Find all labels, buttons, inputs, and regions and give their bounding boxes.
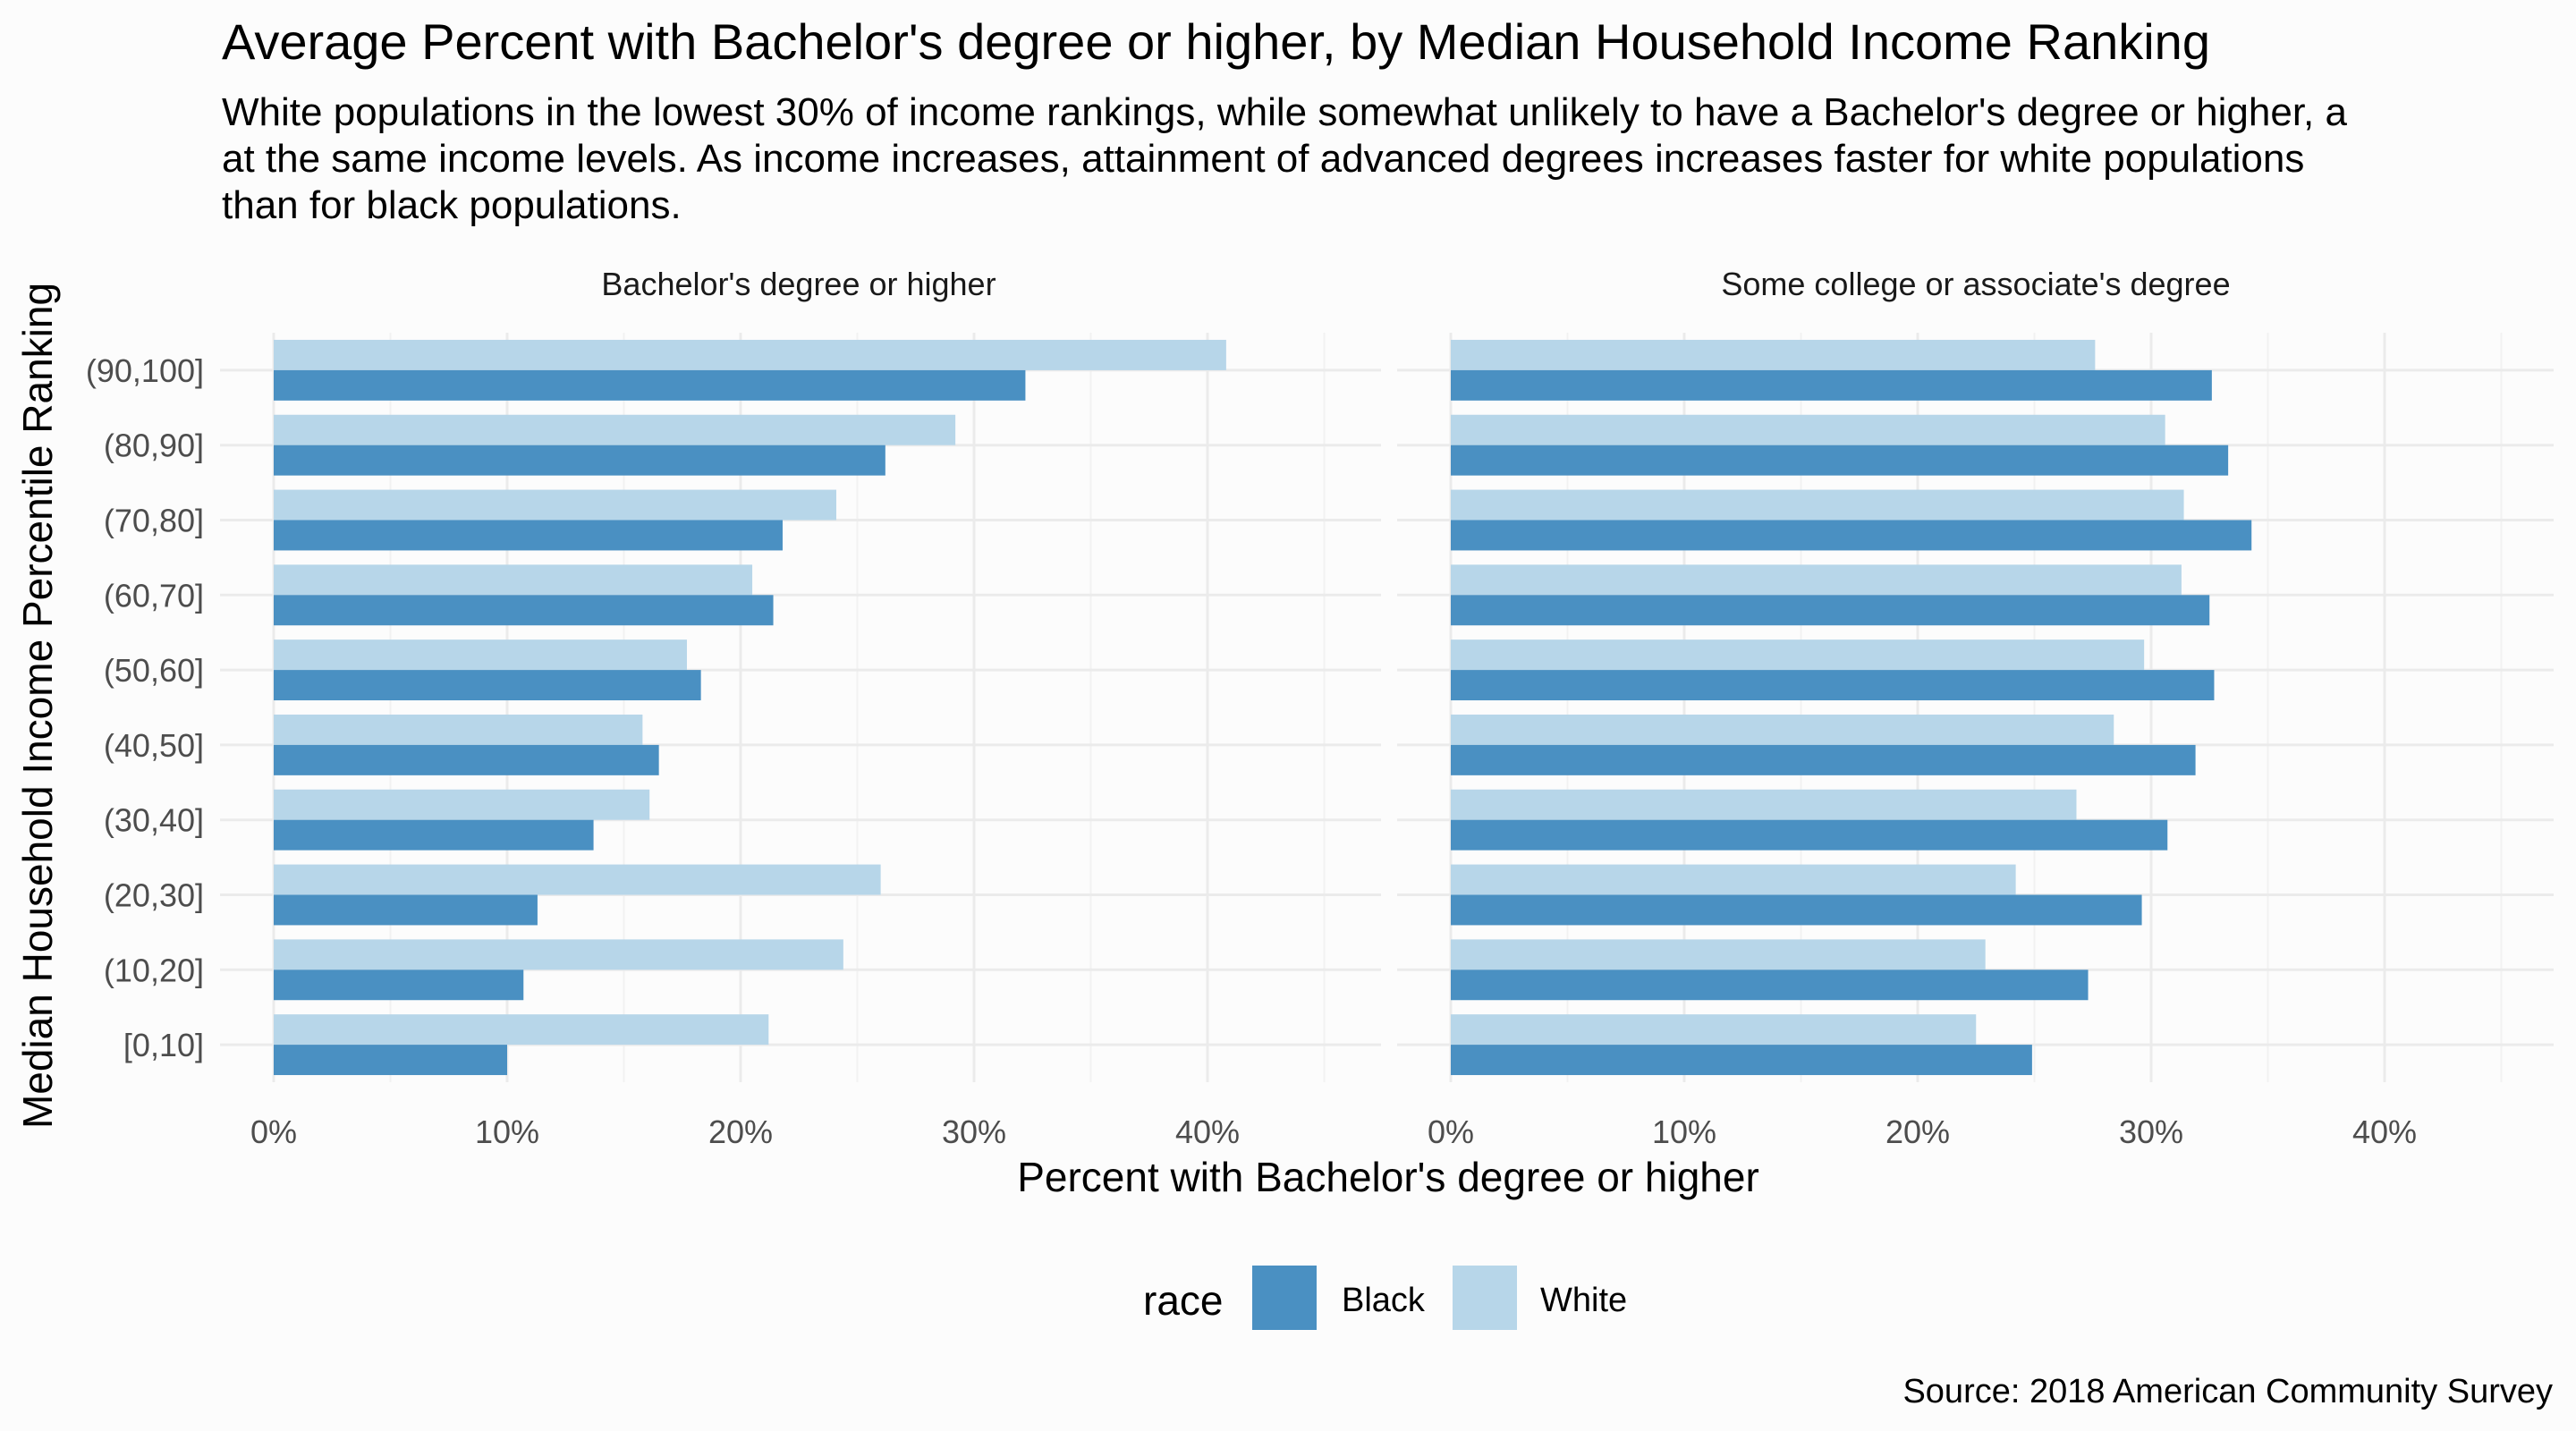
bar-white-90-100 <box>1451 339 2096 370</box>
legend-key-black <box>1252 1266 1317 1330</box>
x-tick-label: 30% <box>2119 1113 2183 1150</box>
bar-black-20-30 <box>1451 894 2142 926</box>
y-tick-label: (60,70] <box>104 577 204 614</box>
bar-white-10-20 <box>1451 939 1986 970</box>
bar-black-20-30 <box>274 894 538 926</box>
bar-white-40-50 <box>274 714 643 745</box>
bar-white-50-60 <box>1451 639 2145 671</box>
panel-title: Bachelor's degree or higher <box>601 266 996 302</box>
x-tick-label: 0% <box>1428 1113 1474 1150</box>
x-tick-label: 20% <box>1885 1113 1950 1150</box>
bar-black-90-100 <box>274 369 1026 401</box>
bar-white-0-10 <box>1451 1014 1977 1046</box>
bar-black-50-60 <box>274 670 701 701</box>
bar-black-60-70 <box>1451 595 2210 626</box>
y-tick-label: (40,50] <box>104 727 204 764</box>
x-tick-label: 10% <box>1652 1113 1716 1150</box>
bar-black-60-70 <box>274 595 774 626</box>
x-tick-label: 30% <box>942 1113 1006 1150</box>
chart-subtitle-line-1: White populations in the lowest 30% of i… <box>222 90 2347 134</box>
bar-black-10-20 <box>1451 970 2089 1001</box>
x-tick-label: 40% <box>1175 1113 1240 1150</box>
bar-white-10-20 <box>274 939 843 970</box>
y-tick-label: [0,10] <box>123 1027 204 1063</box>
y-tick-label: (10,20] <box>104 952 204 988</box>
y-axis-title: Median Household Income Percentile Ranki… <box>14 283 61 1129</box>
bar-white-60-70 <box>1451 564 2182 596</box>
bar-white-70-80 <box>1451 489 2184 521</box>
bar-white-60-70 <box>274 564 753 596</box>
bar-white-30-40 <box>1451 789 2077 820</box>
x-axis-title: Percent with Bachelor's degree or higher <box>1017 1154 1759 1200</box>
chart-title: Average Percent with Bachelor's degree o… <box>222 13 2210 70</box>
bar-black-50-60 <box>1451 670 2215 701</box>
legend: race Black White <box>1143 1266 1627 1330</box>
legend-label-black: Black <box>1342 1282 1426 1319</box>
x-tick-label: 40% <box>2352 1113 2417 1150</box>
bar-black-70-80 <box>274 520 783 551</box>
chart-subtitle-line-3: than for black populations. <box>222 183 682 227</box>
y-tick-label: (20,30] <box>104 877 204 914</box>
bar-black-80-90 <box>274 445 886 476</box>
bar-white-70-80 <box>274 489 837 521</box>
bar-black-80-90 <box>1451 445 2229 476</box>
bar-black-90-100 <box>1451 369 2212 401</box>
x-tick-label: 20% <box>708 1113 773 1150</box>
y-tick-label: (50,60] <box>104 652 204 689</box>
bar-white-0-10 <box>274 1014 769 1046</box>
bar-black-0-10 <box>274 1045 507 1076</box>
bar-black-30-40 <box>274 819 594 851</box>
bar-black-40-50 <box>1451 744 2196 775</box>
legend-title: race <box>1143 1277 1223 1324</box>
bar-white-50-60 <box>274 639 687 671</box>
chart-panels: Bachelor's degree or higher 0% 10% 20% 30% 40… <box>86 266 2554 1150</box>
bar-black-70-80 <box>1451 520 2252 551</box>
x-tick-label: 10% <box>475 1113 539 1150</box>
panel-title: Some college or associate's degree <box>1721 266 2230 302</box>
x-tick-label: 0% <box>250 1113 297 1150</box>
legend-key-white <box>1453 1266 1517 1330</box>
bar-black-0-10 <box>1451 1045 2032 1076</box>
panel-some-college-or-associate-s-degree: Some college or associate's degree 0% 10% 2… <box>1397 266 2554 1150</box>
bar-white-90-100 <box>274 339 1226 370</box>
chart-subtitle-line-2: at the same income levels. As income inc… <box>222 137 2304 181</box>
bar-white-80-90 <box>1451 414 2165 445</box>
bar-black-40-50 <box>274 744 659 775</box>
panel-bachelor-s-degree-or-higher: Bachelor's degree or higher 0% 10% 20% 30% 40… <box>86 266 1381 1150</box>
chart-caption: Source: 2018 American Community Survey <box>1902 1373 2553 1410</box>
legend-label-white: White <box>1540 1282 1627 1319</box>
bar-white-40-50 <box>1451 714 2114 745</box>
bar-white-20-30 <box>1451 864 2016 895</box>
bar-black-10-20 <box>274 970 524 1001</box>
y-tick-label: (90,100] <box>86 352 204 389</box>
y-tick-label: (30,40] <box>104 802 204 839</box>
bar-white-20-30 <box>274 864 881 895</box>
bar-white-80-90 <box>274 414 956 445</box>
bar-white-30-40 <box>274 789 650 820</box>
y-tick-label: (80,90] <box>104 428 204 464</box>
y-tick-label: (70,80] <box>104 503 204 539</box>
bar-black-30-40 <box>1451 819 2168 851</box>
